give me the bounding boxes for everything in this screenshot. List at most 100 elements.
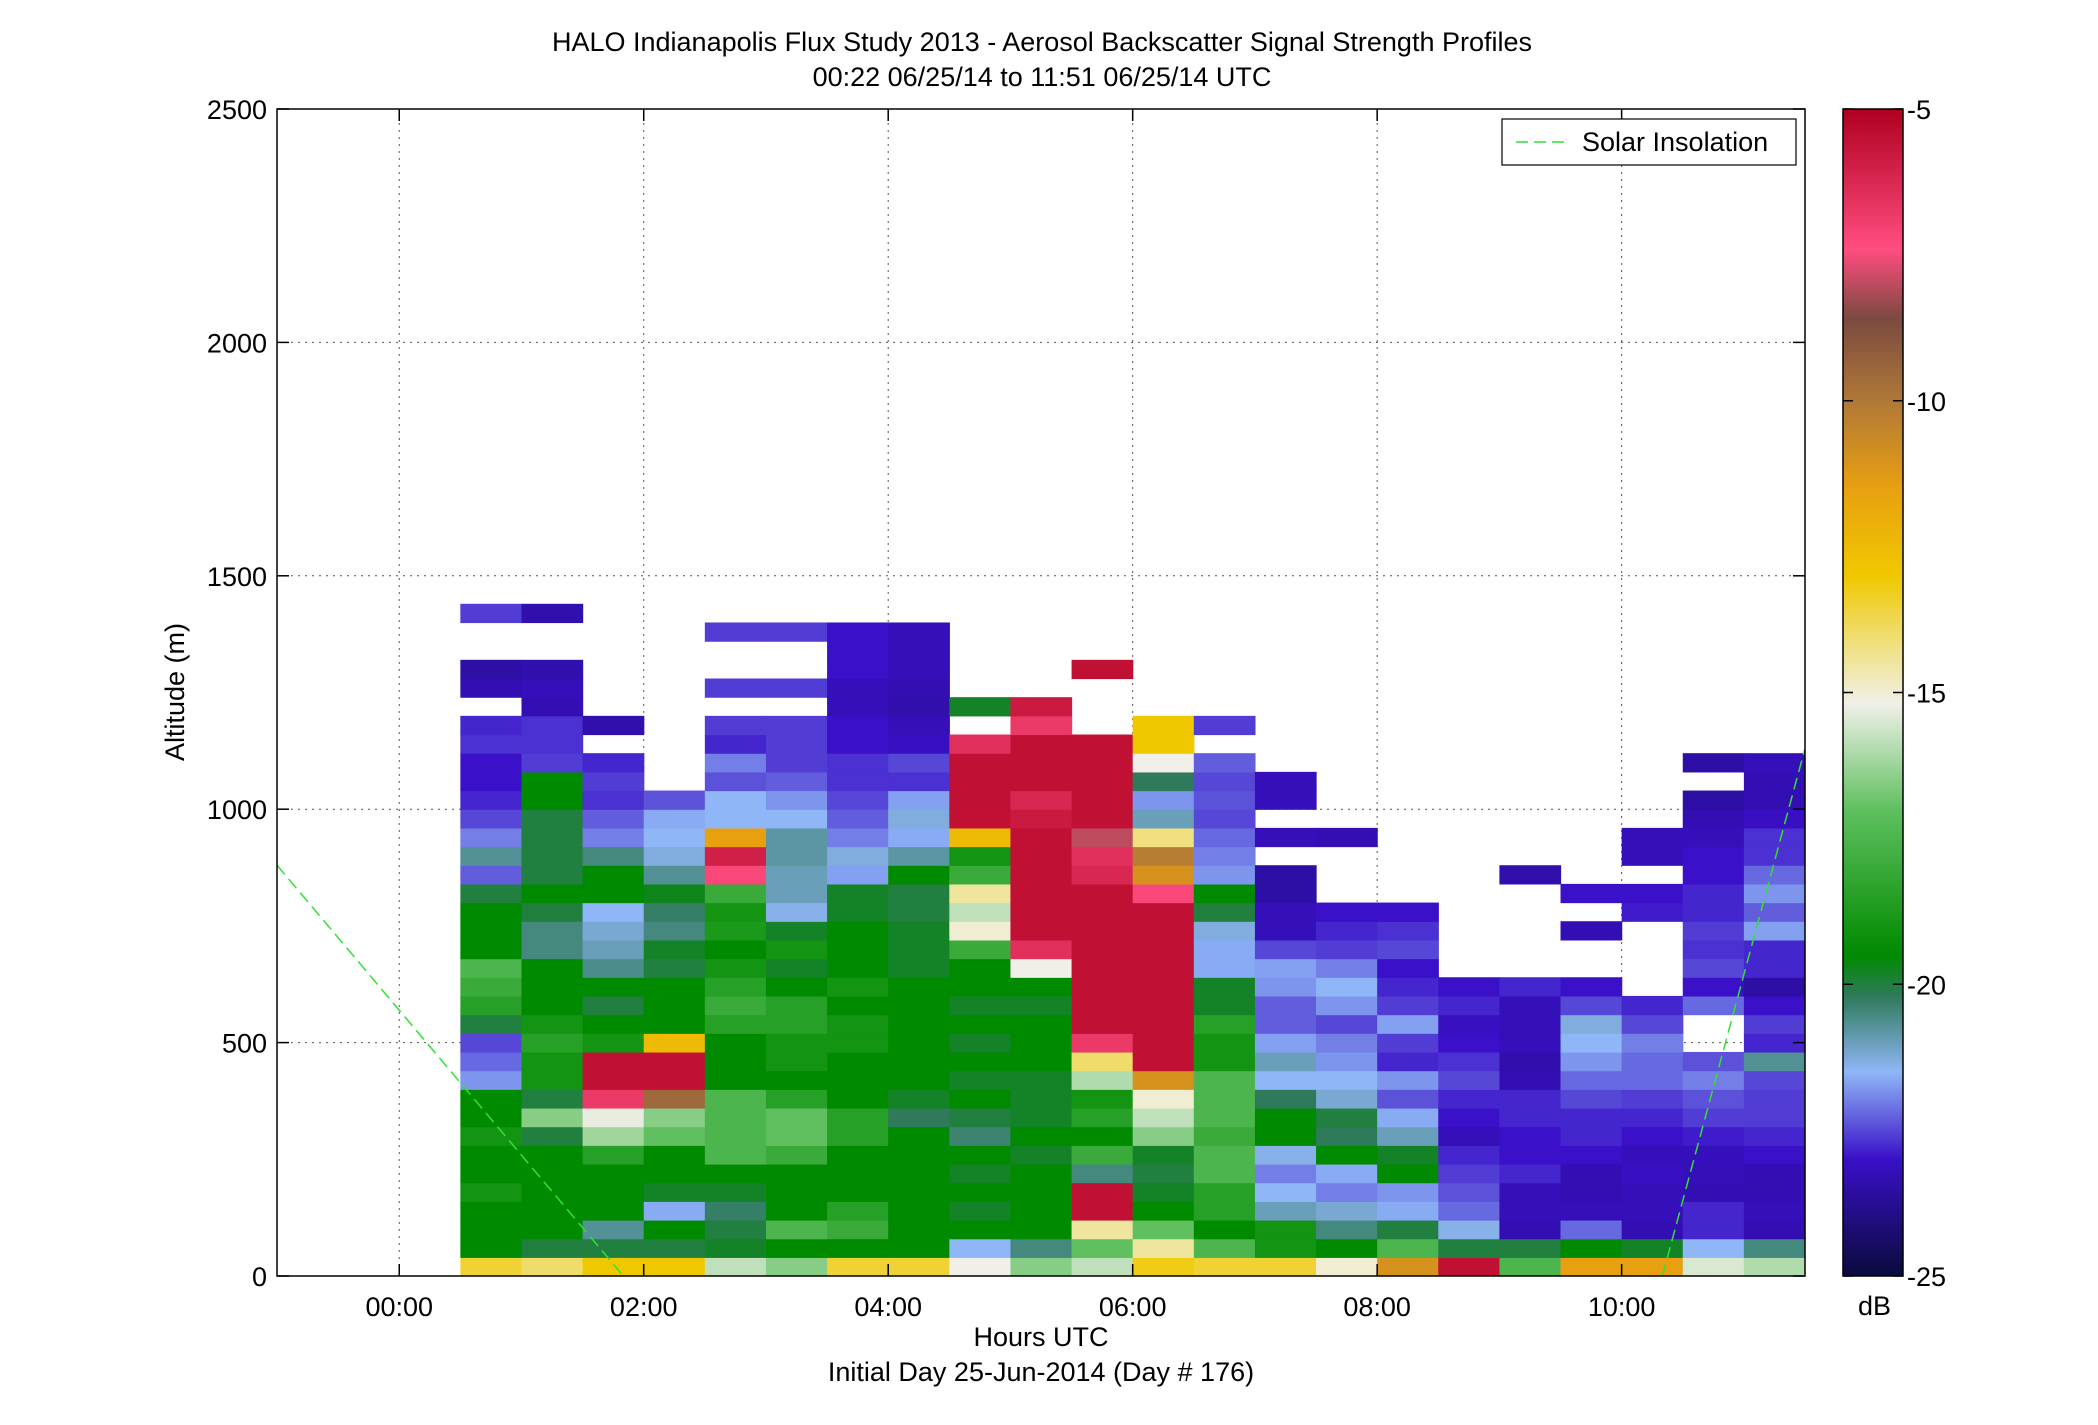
heatmap-cell (888, 622, 950, 642)
heatmap-cell (460, 921, 523, 941)
heatmap-cell (888, 977, 950, 997)
heatmap-cell (582, 1219, 645, 1240)
heatmap-cell (582, 790, 645, 810)
heatmap-cell (765, 1182, 828, 1202)
heatmap-cell (521, 715, 584, 736)
heatmap-cell (765, 958, 828, 978)
heatmap-cell (704, 1107, 767, 1128)
heatmap-cell (1193, 1033, 1256, 1053)
heatmap-cell (949, 753, 1012, 773)
heatmap-cell (521, 1182, 584, 1202)
heatmap-cell (1071, 1051, 1134, 1072)
heatmap-cell (1377, 921, 1439, 941)
heatmap-cell (1193, 977, 1256, 997)
heatmap-cell (1499, 1014, 1562, 1034)
heatmap-cell (643, 846, 706, 866)
heatmap-cell (888, 921, 950, 941)
heatmap-cell (1071, 1014, 1134, 1034)
heatmap-cell (1010, 809, 1073, 829)
heatmap-cell (1438, 1014, 1500, 1034)
heatmap-cell (949, 697, 1012, 717)
heatmap-cell (1499, 1163, 1562, 1184)
heatmap-cell (1438, 1070, 1500, 1090)
heatmap-cell (460, 659, 523, 680)
heatmap-cell (1560, 977, 1623, 997)
heatmap-cell (1743, 1107, 1805, 1128)
heatmap-cell (888, 771, 950, 792)
heatmap-cell (1254, 827, 1317, 848)
heatmap-cell (1621, 846, 1684, 866)
heatmap-cell (704, 622, 767, 642)
heatmap-cell (521, 1145, 584, 1165)
heatmap-cell (582, 1070, 645, 1090)
heatmap-cell (704, 1126, 767, 1146)
heatmap-cell (643, 977, 706, 997)
heatmap-cell (643, 1033, 706, 1053)
heatmap-cell (827, 977, 889, 997)
heatmap-cell (1743, 1182, 1805, 1202)
heatmap-cell (949, 1182, 1012, 1202)
heatmap-cell (1682, 1219, 1745, 1240)
heatmap-cell (1132, 1033, 1195, 1053)
heatmap-cell (949, 809, 1012, 829)
heatmap-cell (582, 995, 645, 1016)
heatmap-cell (643, 995, 706, 1016)
heatmap-cell (1254, 1163, 1317, 1184)
heatmap-cell (827, 790, 889, 810)
heatmap-cell (949, 827, 1012, 848)
heatmap-cell (521, 659, 584, 680)
heatmap-cell (1682, 809, 1745, 829)
heatmap-cell (1132, 771, 1195, 792)
heatmap-cell (1010, 753, 1073, 773)
heatmap-cell (521, 790, 584, 810)
heatmap-cell (1377, 1126, 1439, 1146)
heatmap-cell (1254, 771, 1317, 792)
heatmap-cell (1010, 1107, 1073, 1128)
heatmap-cell (1132, 1201, 1195, 1221)
heatmap-cell (1254, 1089, 1317, 1109)
heatmap-cell (827, 1107, 889, 1128)
heatmap-cell (521, 865, 584, 885)
heatmap-cell (460, 1219, 523, 1240)
heatmap-cell (1071, 659, 1134, 680)
heatmap-cell (1132, 1070, 1195, 1090)
heatmap-cell (1682, 790, 1745, 810)
heatmap-cell (1743, 939, 1805, 960)
heatmap-cell (949, 1238, 1012, 1258)
heatmap-cell (1316, 1201, 1378, 1221)
colorbar-tick-label: -15 (1907, 679, 1946, 709)
heatmap-cell (1682, 846, 1745, 866)
heatmap-cell (1621, 1089, 1684, 1109)
heatmap-cell (1621, 902, 1684, 922)
heatmap-cell (1438, 1089, 1500, 1109)
heatmap-cell (1682, 883, 1745, 904)
heatmap-cell (1377, 1238, 1439, 1258)
heatmap-cell (704, 1163, 767, 1184)
heatmap-cell (888, 697, 950, 717)
solar-insolation-line (1661, 748, 1805, 1276)
heatmap-cell (1682, 1145, 1745, 1165)
y-tick-label: 2500 (207, 95, 267, 125)
heatmap-cell (1254, 883, 1317, 904)
heatmap-cell (582, 753, 645, 773)
heatmap-cell (1377, 1201, 1439, 1221)
heatmap-cell (1560, 1238, 1623, 1258)
heatmap-cell (704, 1182, 767, 1202)
heatmap-cell (765, 622, 828, 642)
heatmap-cell (1621, 1201, 1684, 1221)
heatmap-cell (643, 1163, 706, 1184)
heatmap-cell (521, 921, 584, 941)
heatmap-cell (949, 1089, 1012, 1109)
heatmap-cell (765, 902, 828, 922)
heatmap-cell (521, 771, 584, 792)
heatmap-cell (521, 1126, 584, 1146)
heatmap-cell (1560, 1201, 1623, 1221)
heatmap-cell (765, 790, 828, 810)
heatmap-cell (1316, 1070, 1378, 1090)
heatmap-cell (1132, 995, 1195, 1016)
heatmap-cell (521, 827, 584, 848)
heatmap-cell (1682, 1070, 1745, 1090)
heatmap-cell (1438, 1051, 1500, 1072)
heatmap-cell (765, 734, 828, 754)
